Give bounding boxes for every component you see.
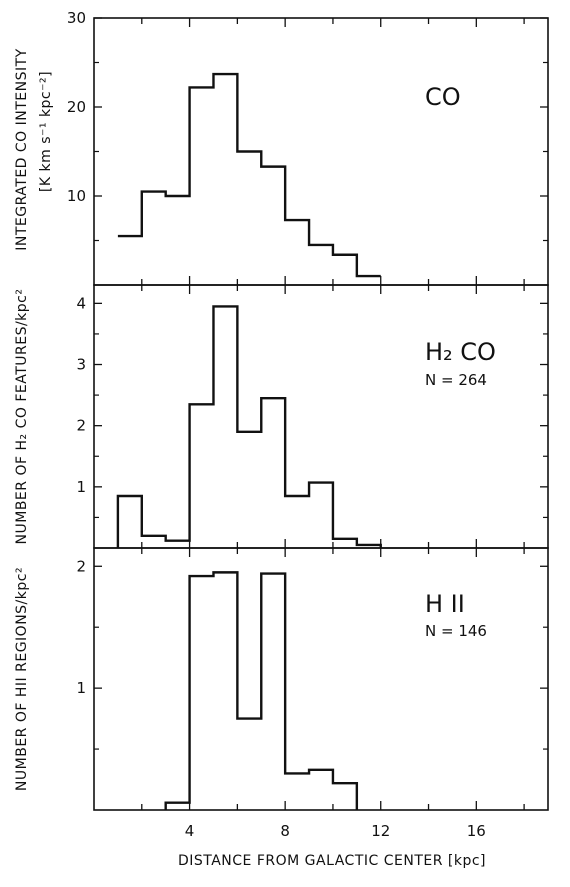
histogram-bar — [261, 398, 285, 548]
histogram-bar — [213, 572, 237, 810]
histogram-bar — [142, 536, 166, 548]
histogram-bar — [261, 167, 285, 285]
histogram-bar — [237, 719, 261, 810]
histogram-bar — [285, 220, 309, 285]
histogram-bar — [285, 496, 309, 548]
y-tick-label: 1 — [76, 679, 86, 697]
histogram-bar — [309, 483, 333, 548]
histogram-bar — [190, 576, 214, 810]
y-tick-label: 30 — [67, 9, 86, 27]
histogram-bar — [213, 74, 237, 285]
histogram-series — [164, 571, 359, 810]
histogram-bar — [309, 245, 333, 285]
histogram-bar — [333, 255, 357, 285]
histogram-bar — [333, 783, 357, 810]
y-axis-unit-label: [K km s⁻¹ kpc⁻²] — [38, 71, 54, 192]
histogram-bar — [190, 404, 214, 548]
y-tick-label: 10 — [67, 187, 86, 205]
histogram-bar — [118, 236, 142, 285]
sample-size-label: N = 146 — [425, 622, 487, 640]
panel-label: H₂ CO — [425, 338, 496, 366]
histogram-bar — [333, 539, 357, 548]
y-tick-label: 1 — [76, 478, 86, 496]
histogram-bar — [237, 152, 261, 286]
y-tick-label: 3 — [76, 356, 86, 374]
x-tick-label: 12 — [371, 822, 390, 840]
histogram-bar — [309, 770, 333, 810]
y-axis-label: INTEGRATED CO INTENSITY — [14, 48, 30, 250]
panel-frame — [93, 284, 549, 549]
histogram-bar — [166, 196, 190, 285]
h2co-panel: 1 2 3 4 H₂ CO N = 264 NUMBER OF H₂ CO FEATURES… — [14, 284, 549, 549]
histogram-bar — [261, 574, 285, 810]
y-axis-label: NUMBER OF H₂ CO FEATURES/kpc² — [14, 289, 30, 545]
histogram-bar — [190, 87, 214, 285]
histogram-bar — [237, 432, 261, 548]
histogram-bar — [118, 496, 142, 548]
histogram-series — [117, 72, 381, 278]
histogram-bar — [285, 773, 309, 810]
panel-frame — [93, 547, 549, 811]
panel-label: CO — [425, 83, 461, 111]
y-tick-label: 2 — [76, 417, 86, 435]
x-tick-label: 4 — [185, 822, 195, 840]
co-panel: 10 20 30 CO INTEGRATED CO INTENSITY [K km s⁻¹… — [14, 9, 549, 286]
y-tick-label: 4 — [76, 294, 86, 312]
panel-label: H II — [425, 590, 465, 618]
x-axis-label: DISTANCE FROM GALACTIC CENTER [kpc] — [178, 853, 486, 869]
y-tick-label: 20 — [67, 98, 86, 116]
histogram-series — [116, 305, 382, 548]
histogram-bar — [142, 192, 166, 285]
x-tick-label: 8 — [280, 822, 290, 840]
x-tick-label: 16 — [467, 822, 486, 840]
histogram-bar — [357, 276, 381, 285]
y-tick-label: 2 — [76, 557, 86, 575]
histogram-bar — [213, 306, 237, 548]
y-axis-label: NUMBER OF HII REGIONS/kpc² — [14, 567, 30, 791]
sample-size-label: N = 264 — [425, 371, 487, 389]
